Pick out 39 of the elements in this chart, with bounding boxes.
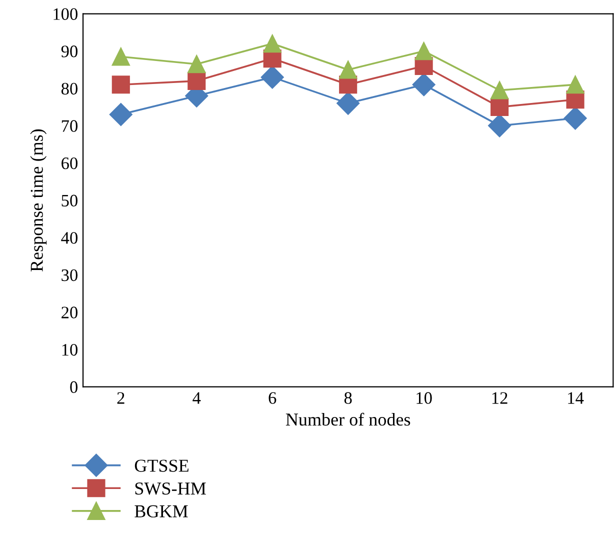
point <box>490 81 509 100</box>
point <box>336 92 360 115</box>
y-tick-label: 20 <box>62 306 78 318</box>
y-tick-label: 50 <box>62 194 78 206</box>
x-tick-label: 8 <box>344 392 352 404</box>
point <box>566 76 584 94</box>
point <box>112 76 130 94</box>
x-axis-title: Number of nodes <box>286 412 410 426</box>
y-tick-label: 80 <box>61 82 78 95</box>
y-tick-label: 60 <box>62 157 78 170</box>
point <box>263 34 282 53</box>
y-tick-label: 70 <box>62 120 78 132</box>
legend-label: BGKM <box>134 505 188 518</box>
y-tick-label: 90 <box>61 46 78 58</box>
x-tick-label: 2 <box>117 392 124 404</box>
point <box>490 98 509 116</box>
x-tick-label: 6 <box>268 392 276 404</box>
y-tick-label: 40 <box>61 232 78 244</box>
point <box>564 106 587 130</box>
point <box>109 102 132 126</box>
y-tick-label: 30 <box>62 269 78 282</box>
x-tick-label: 14 <box>568 392 584 404</box>
point <box>260 66 284 89</box>
point <box>488 114 512 138</box>
point <box>412 73 436 96</box>
point <box>112 48 130 66</box>
point <box>188 55 206 74</box>
y-tick-label: 0 <box>70 381 78 393</box>
legend-label: SWS-HM <box>135 482 206 495</box>
x-tick-label: 4 <box>192 392 201 404</box>
y-tick-label: 10 <box>62 344 78 356</box>
x-tick-label: 12 <box>492 392 508 404</box>
y-axis-title: Response time (ms) <box>30 129 47 272</box>
point <box>188 72 206 90</box>
y-tick-label: 100 <box>54 8 78 20</box>
point <box>339 60 358 79</box>
legend-label: GTSSE <box>134 460 188 472</box>
x-tick-label: 10 <box>416 392 432 404</box>
point <box>414 42 433 60</box>
